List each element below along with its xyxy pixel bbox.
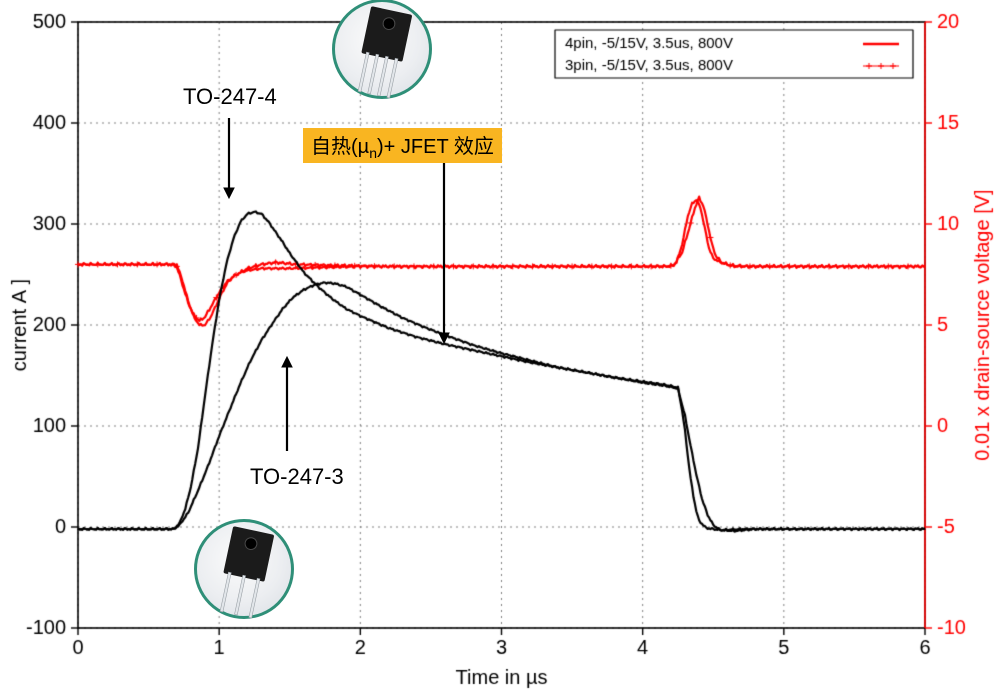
arrow-to-247-4 [0,0,999,695]
package-icon-4pin [332,0,432,99]
package-icon-3pin [194,519,294,619]
